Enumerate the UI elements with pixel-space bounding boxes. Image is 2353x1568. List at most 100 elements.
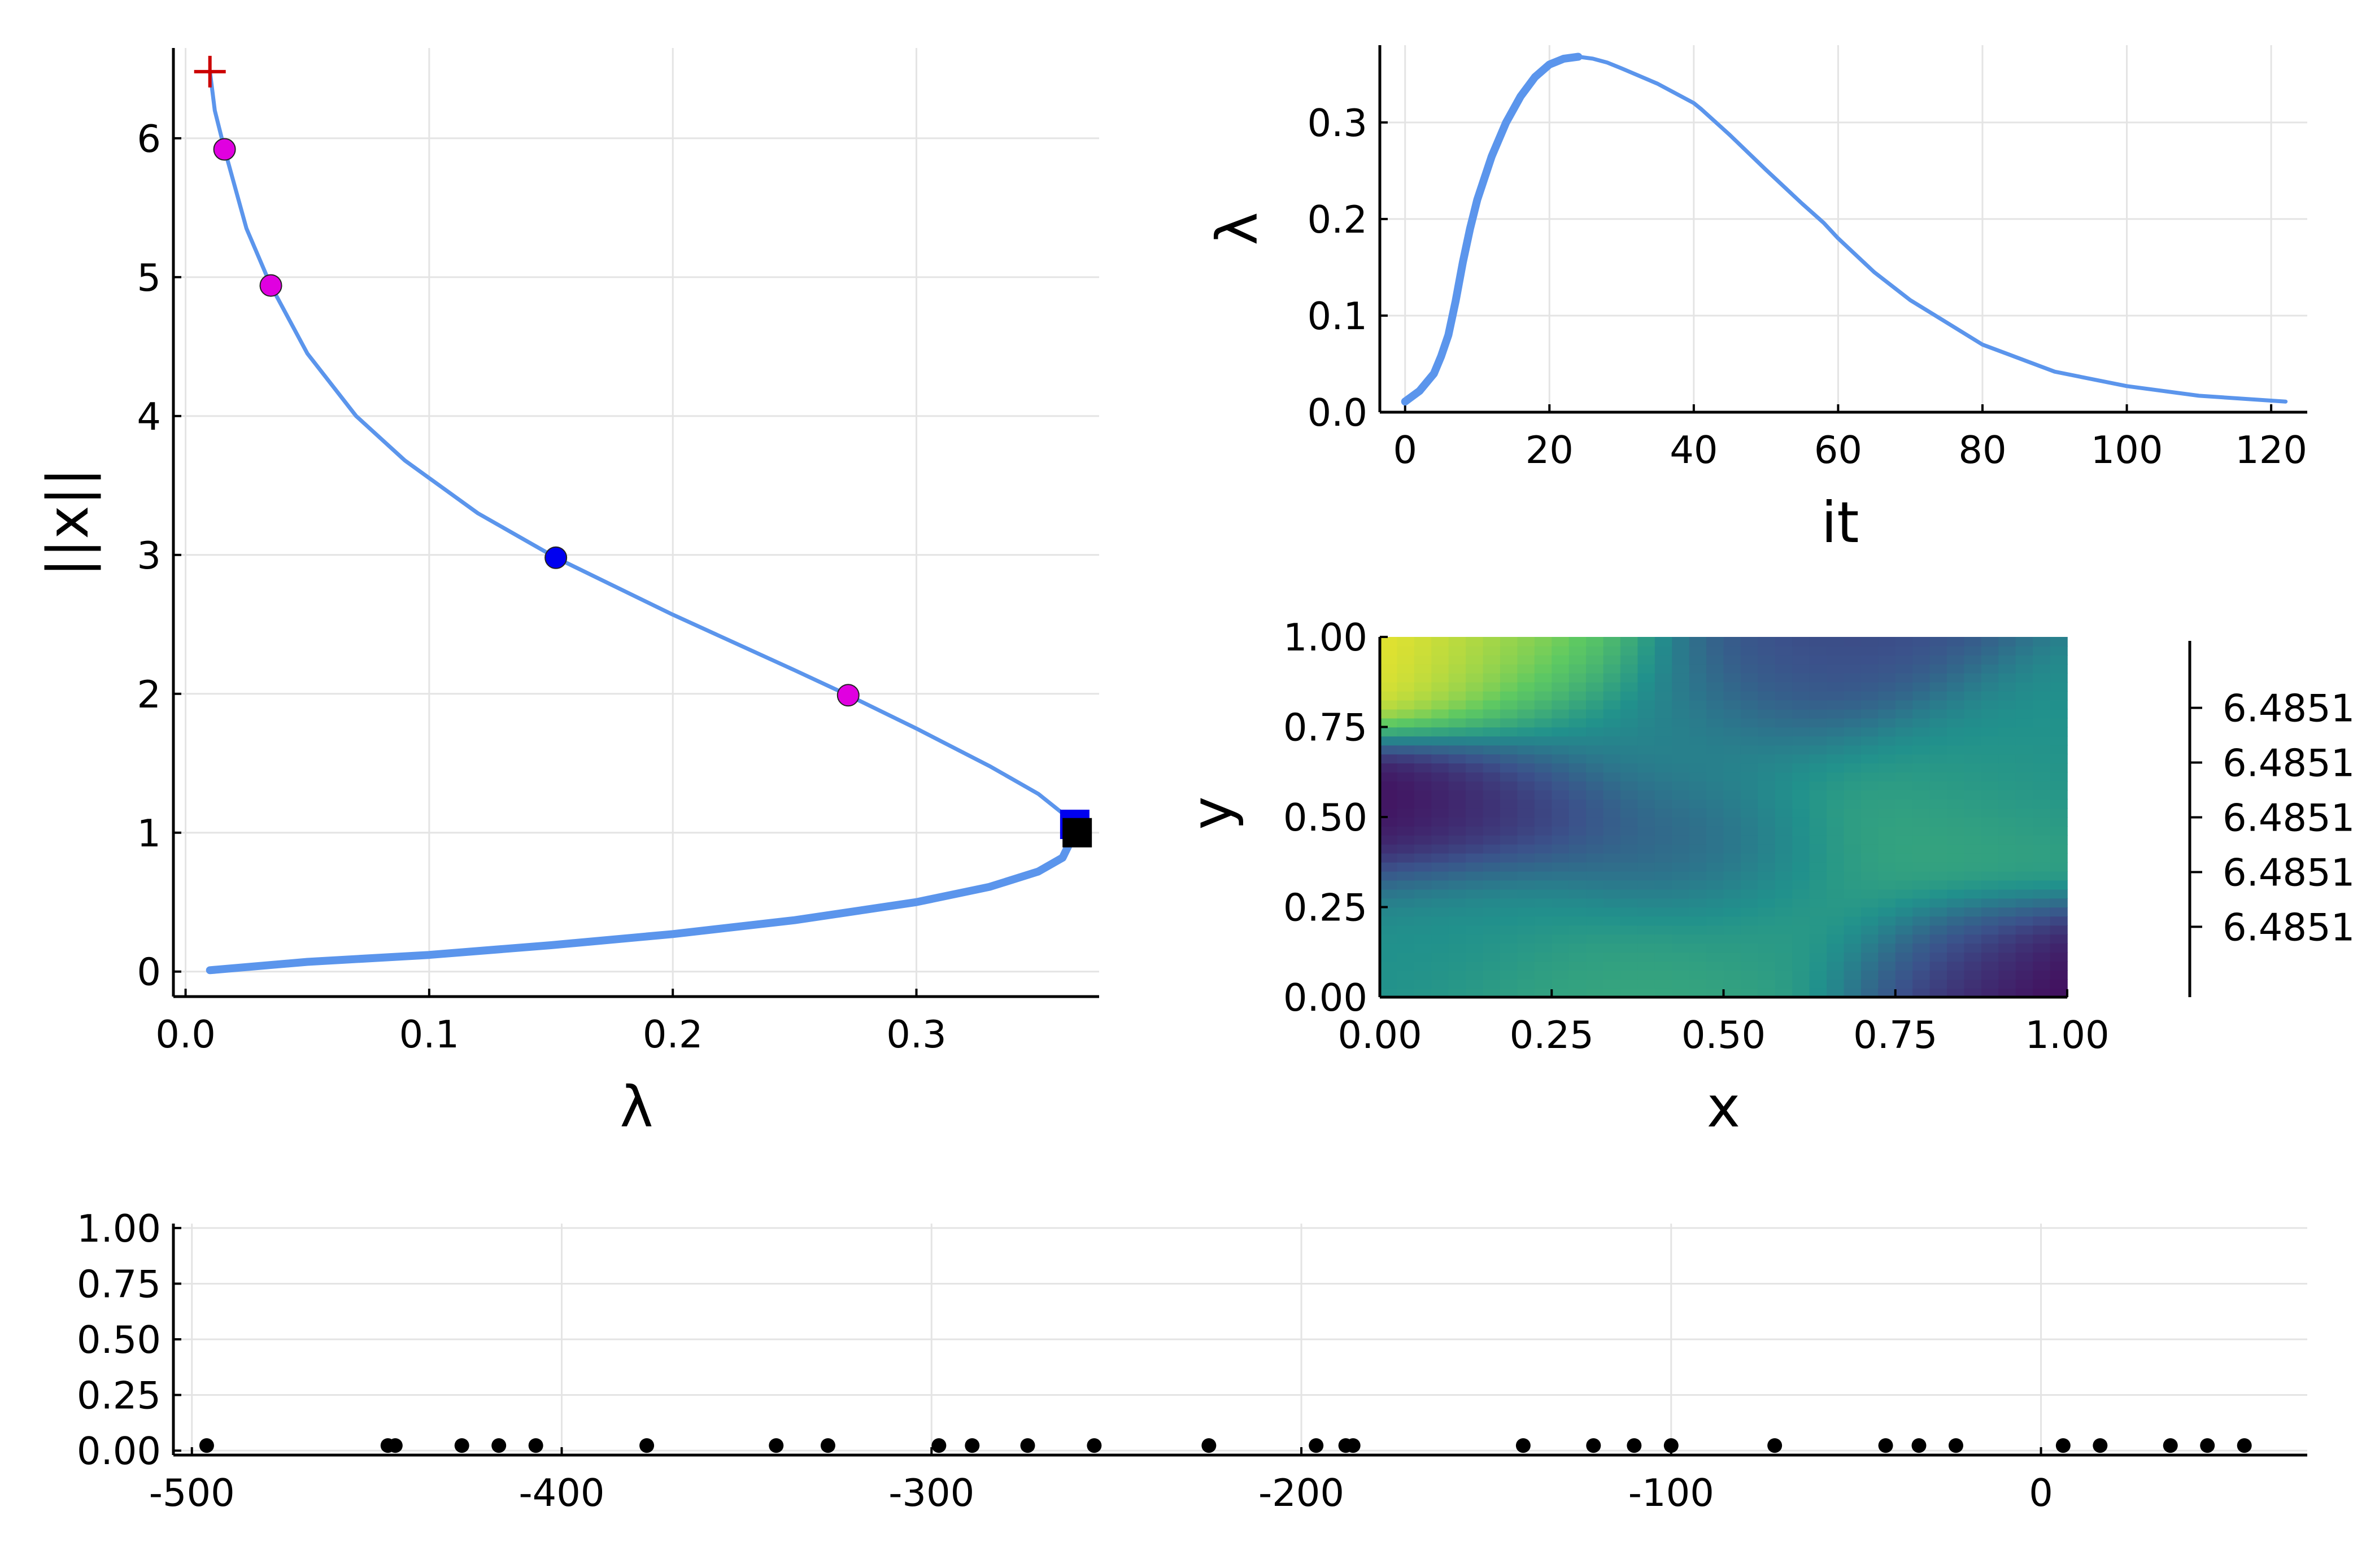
heatmap-cell bbox=[1844, 970, 1862, 980]
heatmap-cell bbox=[1827, 916, 1845, 926]
colorbar-tick-label: 6.4851 bbox=[2223, 905, 2353, 949]
heatmap-cell bbox=[1431, 781, 1449, 790]
heatmap-cell bbox=[1895, 763, 1913, 773]
heatmap-cell bbox=[1500, 961, 1518, 971]
heatmap-cell bbox=[1637, 988, 1655, 998]
heatmap-cell bbox=[1603, 862, 1621, 872]
heatmap-cell bbox=[1689, 979, 1707, 989]
heatmap-cell bbox=[1929, 853, 1947, 863]
heatmap-cell bbox=[1947, 799, 1965, 809]
heatmap-cell bbox=[1878, 672, 1896, 683]
heatmap-cell bbox=[1792, 853, 1810, 863]
heatmap-cell bbox=[1500, 654, 1518, 665]
heatmap-cell bbox=[1603, 808, 1621, 818]
eigenvalue-point bbox=[2163, 1438, 2178, 1453]
heatmap-cell bbox=[1500, 979, 1518, 989]
heatmap-cell bbox=[1723, 826, 1741, 836]
heatmap-cell bbox=[1534, 925, 1552, 935]
heatmap-cell bbox=[1483, 700, 1501, 710]
colorbar-tick-label: 6.4851 bbox=[2223, 850, 2353, 894]
heatmap-cell bbox=[1775, 672, 1793, 683]
heatmap-cell bbox=[1689, 826, 1707, 836]
heatmap-cell bbox=[1792, 862, 1810, 872]
heatmap-cell bbox=[1775, 763, 1793, 773]
heatmap-cell bbox=[1929, 763, 1947, 773]
heatmap-cell bbox=[2015, 654, 2033, 665]
heatmap-cell bbox=[1448, 754, 1466, 764]
heatmap-cell bbox=[1860, 925, 1879, 935]
heatmap-cell bbox=[1827, 979, 1845, 989]
heatmap-cell bbox=[1929, 700, 1947, 710]
heatmap-cell bbox=[1740, 700, 1759, 710]
heatmap-cell bbox=[1844, 934, 1862, 944]
heatmap-cell bbox=[1895, 736, 1913, 746]
heatmap-cell bbox=[2033, 907, 2051, 917]
blue-point-marker bbox=[544, 546, 568, 569]
heatmap-cell bbox=[1448, 663, 1466, 674]
heatmap-cell bbox=[1706, 889, 1724, 899]
heatmap-cell bbox=[1947, 654, 1965, 665]
heatmap-cell bbox=[1534, 754, 1552, 764]
heatmap-cell bbox=[1466, 637, 1484, 647]
heatmap-cell bbox=[1809, 709, 1827, 719]
heatmap-cell bbox=[1466, 700, 1484, 710]
heatmap-cell bbox=[1998, 952, 2016, 962]
heatmap-cell bbox=[1517, 916, 1535, 926]
heatmap-cell bbox=[1912, 889, 1931, 899]
heatmap-cell bbox=[1431, 907, 1449, 917]
heatmap-cell bbox=[1860, 817, 1879, 827]
heatmap-cell bbox=[2015, 970, 2033, 980]
heatmap-cell bbox=[1964, 790, 1982, 800]
heatmap-cell bbox=[1981, 907, 1999, 917]
heatmap-cell bbox=[1620, 808, 1639, 818]
heatmap-cell bbox=[1878, 790, 1896, 800]
heatmap-cell bbox=[1912, 979, 1931, 989]
heatmap-cell bbox=[1758, 952, 1776, 962]
heatmap-cell bbox=[1912, 727, 1931, 737]
heatmap-cell bbox=[1998, 898, 2016, 908]
heatmap-cell bbox=[1637, 763, 1655, 773]
heatmap-cell bbox=[1740, 718, 1759, 728]
heatmap-cell bbox=[1964, 817, 1982, 827]
x-tick-label: -500 bbox=[149, 1471, 235, 1515]
heatmap-cell bbox=[1380, 979, 1398, 989]
heatmap-cell bbox=[1981, 654, 1999, 665]
heatmap-cell bbox=[1878, 988, 1896, 998]
heatmap-cell bbox=[1603, 907, 1621, 917]
heatmap-cell bbox=[1998, 979, 2016, 989]
heatmap-cell bbox=[1844, 853, 1862, 863]
heatmap-cell bbox=[1775, 709, 1793, 719]
heatmap-cell bbox=[2050, 898, 2068, 908]
heatmap-cell bbox=[1397, 691, 1415, 701]
heatmap-cell bbox=[1586, 979, 1604, 989]
heatmap-cell bbox=[1672, 700, 1690, 710]
heatmap-cell bbox=[1483, 952, 1501, 962]
heatmap-cell bbox=[2050, 853, 2068, 863]
heatmap-cell bbox=[1517, 889, 1535, 899]
heatmap-cell bbox=[1792, 663, 1810, 674]
y-tick-label: 0.00 bbox=[1283, 976, 1367, 1020]
heatmap-cell bbox=[1792, 898, 1810, 908]
heatmap-cell bbox=[1637, 781, 1655, 790]
heatmap-cell bbox=[1534, 916, 1552, 926]
heatmap-cell bbox=[1466, 817, 1484, 827]
heatmap-cell bbox=[1758, 817, 1776, 827]
heatmap-cell bbox=[1568, 799, 1587, 809]
heatmap-cell bbox=[1947, 682, 1965, 692]
heatmap-cell bbox=[1603, 934, 1621, 944]
heatmap-cell bbox=[2033, 727, 2051, 737]
heatmap-cell bbox=[1637, 844, 1655, 854]
heatmap-cell bbox=[2015, 663, 2033, 674]
heatmap-cell bbox=[1603, 663, 1621, 674]
heatmap-cell bbox=[1466, 745, 1484, 755]
heatmap-cell bbox=[1397, 799, 1415, 809]
heatmap-cell bbox=[1483, 646, 1501, 656]
heatmap-cell bbox=[1568, 772, 1587, 782]
heatmap-cell bbox=[1981, 700, 1999, 710]
heatmap-cell bbox=[1912, 754, 1931, 764]
heatmap-cell bbox=[1397, 907, 1415, 917]
heatmap-cell bbox=[1929, 808, 1947, 818]
heatmap-cell bbox=[1964, 862, 1982, 872]
heatmap-cell bbox=[1860, 934, 1879, 944]
heatmap-cell bbox=[1947, 961, 1965, 971]
